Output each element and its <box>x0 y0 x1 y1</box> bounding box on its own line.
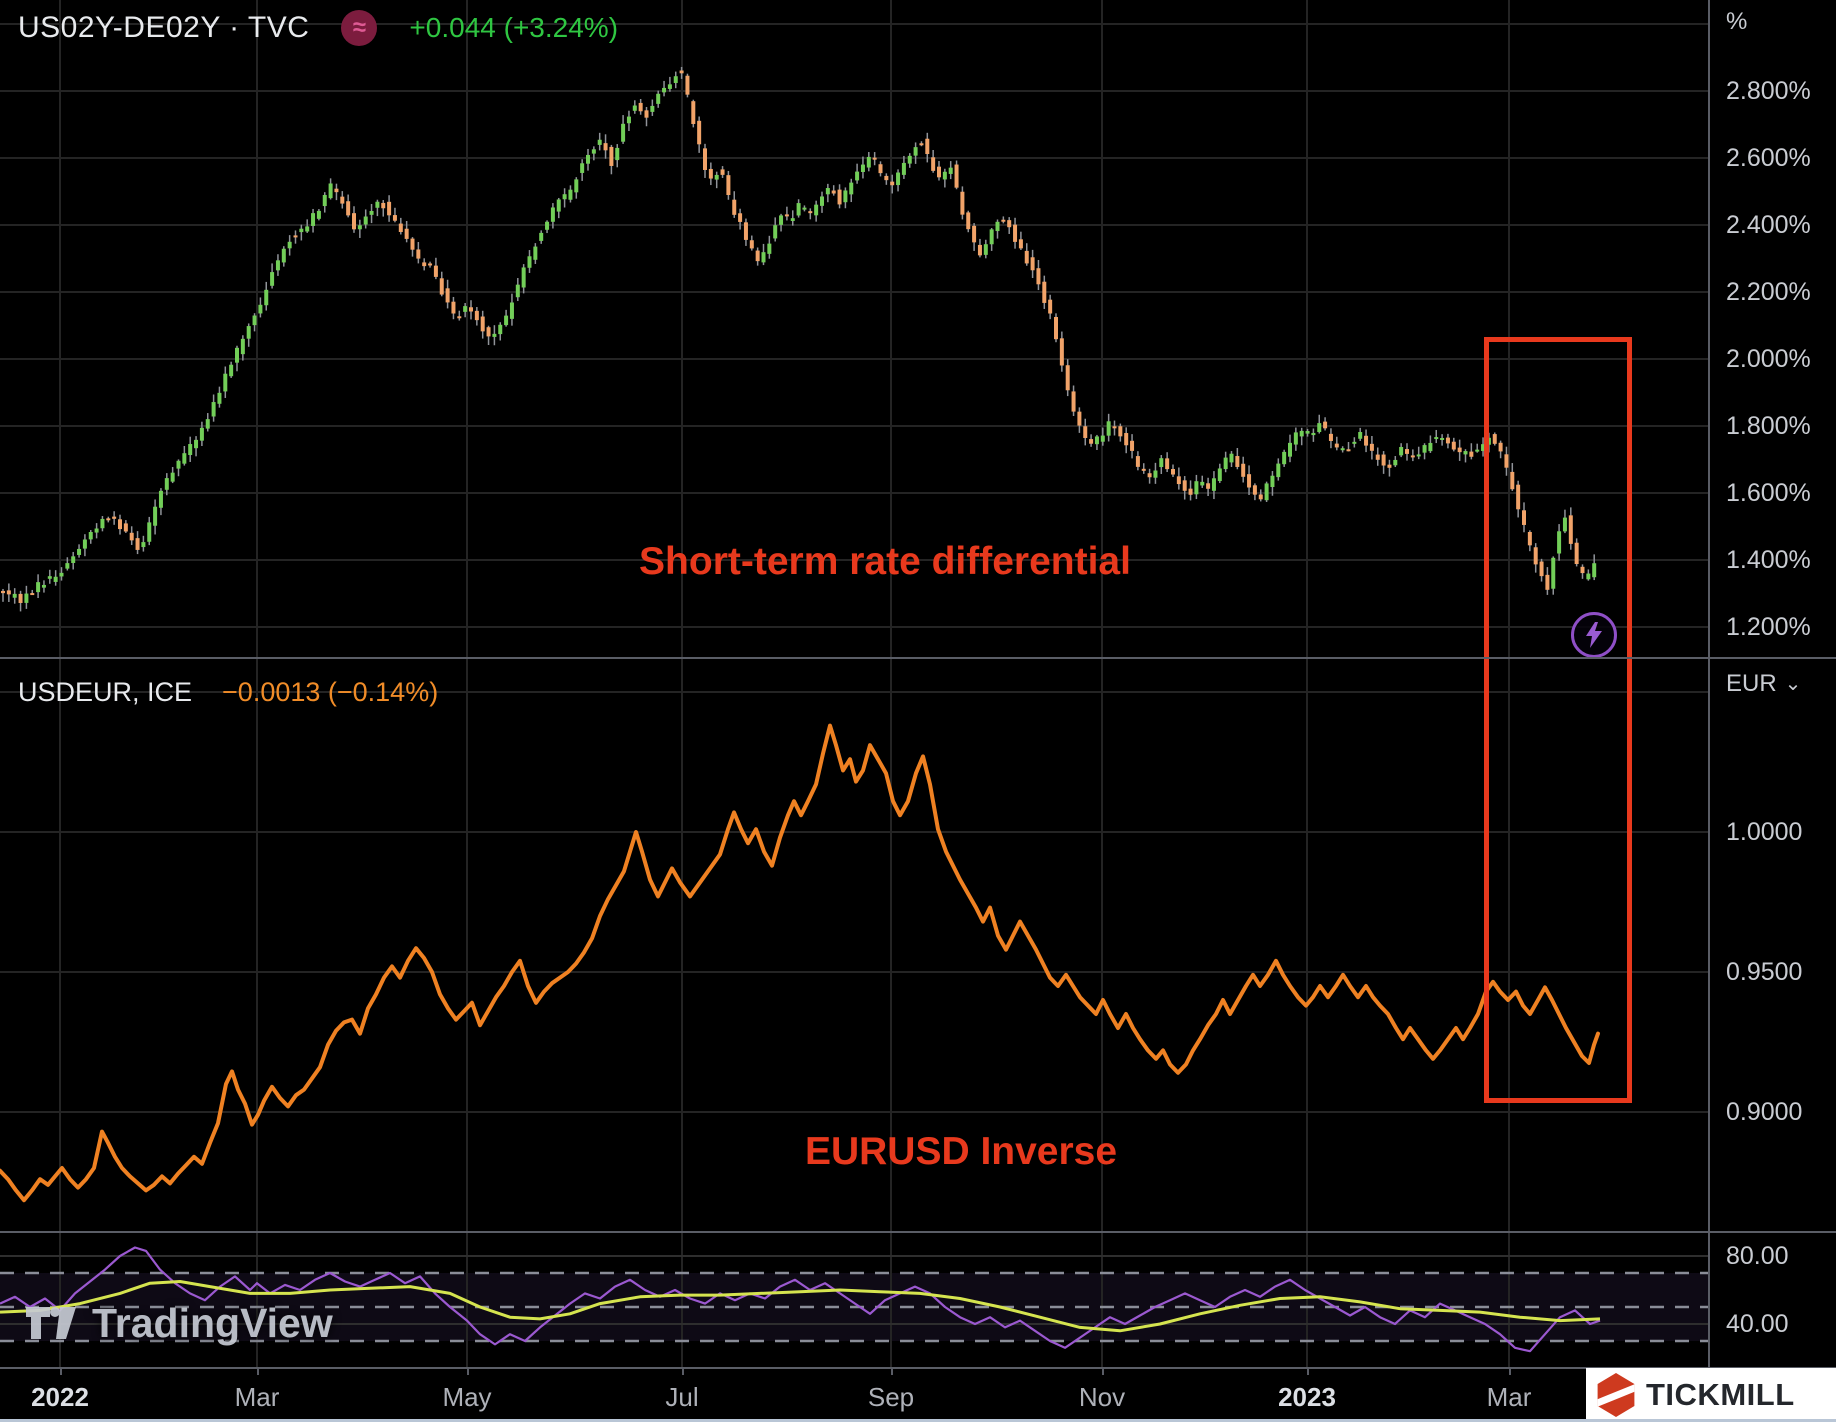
tradingview-logo-icon <box>26 1306 76 1339</box>
price-axis-label: 1.600% <box>1726 479 1811 507</box>
price-axis-label: 2.600% <box>1726 144 1811 172</box>
price-axis-label: 1.800% <box>1726 412 1811 440</box>
panel1-symbol[interactable]: US02Y-DE02Y · TVC <box>18 11 310 44</box>
flash-alert-badge[interactable] <box>1571 612 1617 658</box>
tickmill-logo: TICKMILL <box>1586 1368 1836 1422</box>
time-axis-tick <box>467 1369 469 1375</box>
time-axis-tick <box>891 1369 893 1375</box>
tickmill-hexagon-icon <box>1597 1373 1635 1417</box>
price-axis-label: 2.200% <box>1726 278 1811 306</box>
lightning-icon <box>1586 622 1602 648</box>
time-axis-label: Jul <box>665 1382 699 1412</box>
time-axis-tick <box>1307 1369 1309 1375</box>
panel2-header: USDEUR, ICE −0.0013 (−0.14%) <box>18 677 438 708</box>
price-axis-label: 2.400% <box>1726 211 1811 239</box>
time-axis-border <box>0 1367 1836 1369</box>
time-axis-tick <box>257 1369 259 1375</box>
price-axis-label: 1.0000 <box>1726 818 1803 846</box>
time-axis-tick <box>60 1369 62 1375</box>
panel2-symbol[interactable]: USDEUR, ICE <box>18 677 193 707</box>
time-axis-label: Nov <box>1078 1382 1126 1412</box>
price-axis-label: 0.9500 <box>1726 958 1803 986</box>
percent-unit-label: % <box>1726 8 1748 35</box>
time-axis-label: 2022 <box>31 1382 89 1412</box>
price-axis-label: 40.00 <box>1726 1310 1789 1338</box>
panel2-axis-unit[interactable]: EUR ⌄ <box>1726 670 1801 698</box>
annotation-rate-differential[interactable]: Short-term rate differential <box>639 540 1131 583</box>
panel1-axis-unit: % <box>1726 8 1747 36</box>
time-axis-label: Mar <box>1486 1382 1532 1412</box>
time-axis-label: Mar <box>234 1382 280 1412</box>
price-scale-border[interactable] <box>1708 0 1710 1368</box>
price-chart-canvas[interactable] <box>0 0 1836 1368</box>
time-axis-tick <box>1102 1369 1104 1375</box>
time-axis-label: Sep <box>867 1382 915 1412</box>
panel1-change-value: +0.044 (+3.24%) <box>409 12 619 43</box>
panel-divider-2[interactable] <box>0 1231 1836 1233</box>
price-axis-label: 0.9000 <box>1726 1098 1803 1126</box>
time-axis-label: May <box>442 1382 492 1412</box>
price-axis-label: 1.200% <box>1726 613 1811 641</box>
time-axis-tick <box>682 1369 684 1375</box>
price-axis-label: 1.400% <box>1726 546 1811 574</box>
annotation-eurusd-inverse[interactable]: EURUSD Inverse <box>804 1130 1118 1173</box>
panel-divider-1[interactable] <box>0 657 1836 659</box>
approx-glyph: ≈ <box>352 14 366 41</box>
highlight-rectangle-annotation[interactable] <box>1484 337 1632 1103</box>
tradingview-logo-text: TradingView <box>92 1300 333 1346</box>
panel2-change-value: −0.0013 (−0.14%) <box>222 677 439 707</box>
tradingview-watermark: TradingView <box>26 1300 333 1347</box>
panel1-header: US02Y-DE02Y · TVC ≈ +0.044 (+3.24%) <box>18 10 618 46</box>
price-axis-label: 2.800% <box>1726 77 1811 105</box>
approx-source-icon[interactable]: ≈ <box>341 10 378 46</box>
price-axis-label: 2.000% <box>1726 345 1811 373</box>
window-bottom-edge <box>0 1419 1836 1422</box>
tickmill-logo-text: TICKMILL <box>1646 1377 1795 1412</box>
chevron-down-icon[interactable]: ⌄ <box>1784 673 1802 695</box>
time-axis-label: 2023 <box>1278 1382 1336 1412</box>
price-axis-label: 80.00 <box>1726 1242 1789 1270</box>
eur-unit-label: EUR <box>1726 670 1777 697</box>
time-axis-tick <box>1509 1369 1511 1375</box>
